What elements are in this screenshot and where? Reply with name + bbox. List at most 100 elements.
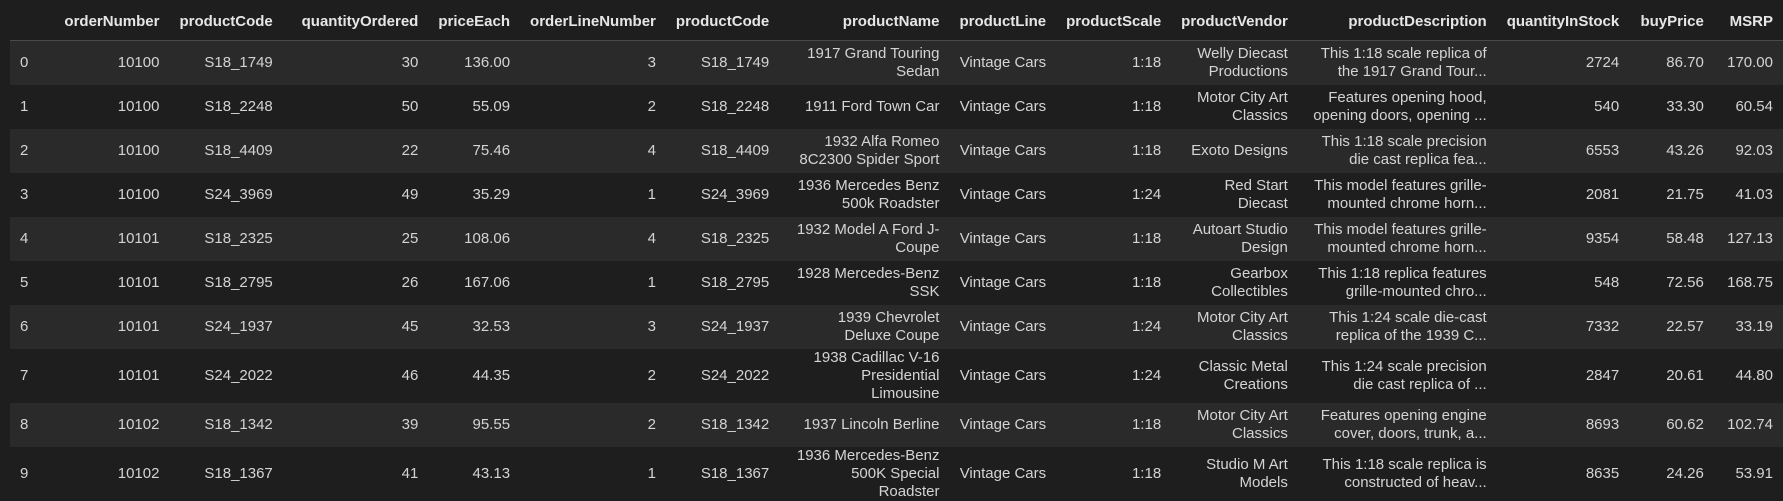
cell-index: 6 xyxy=(10,305,47,349)
cell-productVendor: Studio M Art Models xyxy=(1171,447,1298,501)
cell-productScale: 1:18 xyxy=(1056,261,1171,305)
header-productName: productName xyxy=(779,4,949,41)
cell-productName: 1937 Lincoln Berline xyxy=(779,403,949,447)
cell-productCode: S24_2022 xyxy=(169,349,282,403)
header-row: orderNumber productCode quantityOrdered … xyxy=(10,4,1783,41)
cell-quantityInStock: 2847 xyxy=(1497,349,1630,403)
cell-productScale: 1:18 xyxy=(1056,85,1171,129)
cell-priceEach: 167.06 xyxy=(428,261,520,305)
cell-orderLineNumber: 3 xyxy=(520,305,666,349)
cell-productName: 1928 Mercedes-Benz SSK xyxy=(779,261,949,305)
cell-productScale: 1:18 xyxy=(1056,403,1171,447)
cell-orderNumber: 10101 xyxy=(47,305,170,349)
cell-priceEach: 95.55 xyxy=(428,403,520,447)
header-orderLineNumber: orderLineNumber xyxy=(520,4,666,41)
cell-index: 4 xyxy=(10,217,47,261)
cell-orderNumber: 10102 xyxy=(47,447,170,501)
cell-orderLineNumber: 3 xyxy=(520,41,666,86)
cell-quantityInStock: 540 xyxy=(1497,85,1630,129)
cell-index: 0 xyxy=(10,41,47,86)
header-quantityOrdered: quantityOrdered xyxy=(283,4,429,41)
cell-productName: 1917 Grand Touring Sedan xyxy=(779,41,949,86)
cell-orderNumber: 10101 xyxy=(47,261,170,305)
cell-MSRP: 53.91 xyxy=(1714,447,1783,501)
header-index xyxy=(10,4,47,41)
cell-quantityInStock: 8693 xyxy=(1497,403,1630,447)
cell-productCode: S18_2248 xyxy=(169,85,282,129)
cell-productCode-2: S18_2325 xyxy=(666,217,779,261)
cell-productLine: Vintage Cars xyxy=(949,305,1056,349)
cell-MSRP: 41.03 xyxy=(1714,173,1783,217)
cell-orderLineNumber: 4 xyxy=(520,217,666,261)
header-productScale: productScale xyxy=(1056,4,1171,41)
cell-orderNumber: 10102 xyxy=(47,403,170,447)
cell-productLine: Vintage Cars xyxy=(949,447,1056,501)
cell-productDescription: Features opening engine cover, doors, tr… xyxy=(1298,403,1497,447)
cell-productCode: S24_1937 xyxy=(169,305,282,349)
cell-index: 8 xyxy=(10,403,47,447)
cell-buyPrice: 22.57 xyxy=(1629,305,1714,349)
cell-priceEach: 32.53 xyxy=(428,305,520,349)
cell-quantityInStock: 2724 xyxy=(1497,41,1630,86)
cell-quantityOrdered: 45 xyxy=(283,305,429,349)
cell-quantityOrdered: 49 xyxy=(283,173,429,217)
header-quantityInStock: quantityInStock xyxy=(1497,4,1630,41)
cell-productScale: 1:24 xyxy=(1056,173,1171,217)
cell-orderNumber: 10100 xyxy=(47,85,170,129)
cell-productDescription: This 1:18 replica features grille-mounte… xyxy=(1298,261,1497,305)
cell-MSRP: 170.00 xyxy=(1714,41,1783,86)
cell-buyPrice: 33.30 xyxy=(1629,85,1714,129)
table-header: orderNumber productCode quantityOrdered … xyxy=(10,4,1783,41)
header-productCode: productCode xyxy=(169,4,282,41)
cell-productCode-2: S18_1367 xyxy=(666,447,779,501)
cell-productVendor: Autoart Studio Design xyxy=(1171,217,1298,261)
cell-quantityOrdered: 50 xyxy=(283,85,429,129)
cell-buyPrice: 24.26 xyxy=(1629,447,1714,501)
cell-index: 5 xyxy=(10,261,47,305)
cell-buyPrice: 20.61 xyxy=(1629,349,1714,403)
cell-productLine: Vintage Cars xyxy=(949,85,1056,129)
cell-quantityOrdered: 41 xyxy=(283,447,429,501)
header-MSRP: MSRP xyxy=(1714,4,1783,41)
cell-orderLineNumber: 1 xyxy=(520,447,666,501)
cell-orderNumber: 10100 xyxy=(47,173,170,217)
cell-productVendor: Motor City Art Classics xyxy=(1171,305,1298,349)
cell-quantityInStock: 7332 xyxy=(1497,305,1630,349)
cell-productVendor: Welly Diecast Productions xyxy=(1171,41,1298,86)
cell-productCode: S18_4409 xyxy=(169,129,282,173)
cell-productLine: Vintage Cars xyxy=(949,217,1056,261)
cell-productLine: Vintage Cars xyxy=(949,403,1056,447)
cell-productCode-2: S24_3969 xyxy=(666,173,779,217)
cell-productName: 1936 Mercedes-Benz 500K Special Roadster xyxy=(779,447,949,501)
cell-productLine: Vintage Cars xyxy=(949,349,1056,403)
cell-priceEach: 35.29 xyxy=(428,173,520,217)
cell-quantityInStock: 8635 xyxy=(1497,447,1630,501)
dataframe-table: orderNumber productCode quantityOrdered … xyxy=(10,4,1783,501)
cell-productName: 1938 Cadillac V-16 Presidential Limousin… xyxy=(779,349,949,403)
cell-quantityOrdered: 30 xyxy=(283,41,429,86)
cell-productDescription: This model features grille-mounted chrom… xyxy=(1298,173,1497,217)
cell-productCode-2: S24_2022 xyxy=(666,349,779,403)
cell-orderNumber: 10100 xyxy=(47,41,170,86)
cell-productCode: S18_1749 xyxy=(169,41,282,86)
cell-MSRP: 33.19 xyxy=(1714,305,1783,349)
header-buyPrice: buyPrice xyxy=(1629,4,1714,41)
cell-quantityInStock: 548 xyxy=(1497,261,1630,305)
cell-productLine: Vintage Cars xyxy=(949,173,1056,217)
cell-productScale: 1:18 xyxy=(1056,217,1171,261)
cell-productName: 1932 Alfa Romeo 8C2300 Spider Sport xyxy=(779,129,949,173)
cell-orderLineNumber: 2 xyxy=(520,403,666,447)
cell-productCode: S18_2795 xyxy=(169,261,282,305)
cell-orderLineNumber: 2 xyxy=(520,85,666,129)
cell-productVendor: Classic Metal Creations xyxy=(1171,349,1298,403)
cell-priceEach: 44.35 xyxy=(428,349,520,403)
cell-MSRP: 44.80 xyxy=(1714,349,1783,403)
cell-orderNumber: 10101 xyxy=(47,217,170,261)
